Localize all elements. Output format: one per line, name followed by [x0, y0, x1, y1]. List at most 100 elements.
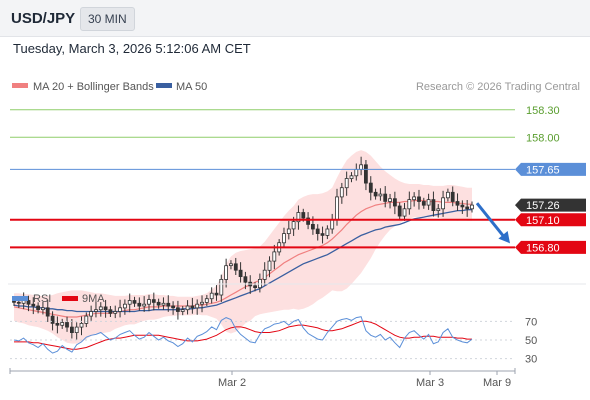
timestamp: Tuesday, March 3, 2026 5:12:06 AM CET	[13, 41, 251, 56]
timeframe-button[interactable]: 30 MIN	[80, 7, 135, 31]
candle-body	[147, 299, 151, 305]
candle-body	[417, 196, 421, 202]
candle-body	[296, 212, 301, 223]
rsi-ma-legend-swatch	[62, 296, 78, 301]
ma20-legend-swatch	[12, 83, 28, 88]
candle-body	[175, 307, 180, 312]
candles	[12, 156, 474, 340]
rsi-ma-legend-label: 9MA	[82, 293, 105, 305]
level-tag-156.80	[515, 240, 586, 254]
candle-body	[354, 168, 359, 177]
candle-body	[224, 265, 229, 280]
candle-body	[445, 191, 450, 199]
price-panel: 158.30 158.00 157.65 157.26 157.10 156.80	[10, 105, 586, 344]
rsi-line	[13, 316, 473, 354]
candle-body	[359, 164, 364, 170]
x-tick-label: Mar 2	[218, 377, 246, 389]
candle-body	[330, 219, 335, 230]
level-label-157.26: 157.26	[526, 200, 560, 212]
candle-body	[325, 228, 330, 236]
candle-body	[335, 196, 339, 221]
level-tag-157.10	[515, 213, 586, 227]
x-tick-label: Mar 3	[416, 377, 444, 389]
candle-body	[368, 182, 373, 193]
level-tag-157.26	[515, 198, 586, 212]
candle-body	[36, 305, 40, 311]
candle-body	[262, 269, 267, 280]
candle-body	[272, 251, 277, 262]
candle-body	[243, 276, 248, 283]
candle-body	[373, 191, 378, 197]
candle-body	[94, 309, 98, 312]
candle-body	[306, 217, 311, 225]
candle-body	[31, 303, 36, 307]
candle-body	[238, 269, 243, 278]
candle-body	[397, 205, 402, 217]
candle-body	[79, 322, 84, 328]
candle-body	[219, 278, 224, 296]
candle-body	[349, 175, 354, 180]
candle-body	[204, 298, 209, 303]
candle-body	[74, 326, 79, 334]
forecast-arrow-head	[498, 231, 510, 244]
candle-body	[200, 301, 204, 305]
candle-body	[363, 164, 368, 184]
candle-body	[282, 233, 286, 244]
candle-body	[233, 263, 238, 271]
level-label-157.65: 157.65	[526, 164, 560, 176]
candle-body	[195, 303, 200, 309]
candle-body	[436, 208, 441, 212]
candle-body	[407, 199, 412, 210]
candle-body	[185, 305, 190, 311]
candle-body	[16, 301, 21, 304]
ma50-legend-swatch	[156, 83, 172, 88]
candle-body	[421, 201, 426, 206]
ma20-legend-label: MA 20 + Bollinger Bands	[33, 81, 154, 93]
candle-body	[378, 193, 383, 197]
level-label-157.10: 157.10	[526, 215, 560, 227]
candle-body	[190, 305, 195, 309]
candle-body	[108, 309, 113, 314]
rsi-tick-70: 70	[525, 316, 537, 328]
header-bar: USD/JPY 30 MIN	[0, 0, 590, 37]
candle-body	[41, 307, 45, 310]
candle-body	[127, 300, 132, 305]
x-axis-labels: Mar 2 Mar 3 Mar 9	[218, 371, 511, 389]
candle-body	[137, 302, 142, 307]
bollinger-band	[14, 150, 472, 344]
candle-body	[455, 201, 460, 206]
symbol-label: USD/JPY	[11, 10, 76, 27]
candle-body	[209, 292, 214, 300]
candle-body	[301, 212, 306, 219]
forecast-arrow-shaft	[475, 202, 508, 241]
candle-body	[118, 307, 122, 312]
rsi-ma-line	[14, 320, 472, 350]
candle-body	[171, 305, 176, 309]
candle-body	[70, 326, 74, 334]
candle-body	[123, 303, 127, 309]
candle-body	[392, 198, 397, 207]
candle-body	[166, 302, 171, 307]
candle-body	[151, 299, 156, 303]
rsi-tick-30: 30	[525, 354, 537, 366]
candle-body	[465, 206, 470, 210]
candle-body	[383, 193, 388, 202]
candle-body	[388, 198, 392, 202]
candle-body	[214, 292, 219, 296]
candle-body	[460, 204, 465, 208]
candle-body	[60, 322, 65, 326]
candle-body	[291, 221, 296, 230]
level-label-156.80: 156.80	[526, 242, 560, 254]
candle-body	[180, 309, 185, 312]
candle-body	[65, 322, 69, 328]
candle-body	[55, 322, 60, 326]
candle-body	[431, 199, 436, 212]
level-tag-157.65	[515, 162, 586, 176]
candle-body	[98, 306, 103, 311]
candle-body	[310, 223, 315, 230]
rsi-legend-swatch	[12, 296, 28, 301]
rsi-legend-label: RSI	[33, 293, 51, 305]
candle-body	[426, 199, 431, 206]
ma50-legend-label: MA 50	[176, 81, 207, 93]
level-label-158.30: 158.30	[526, 105, 560, 117]
